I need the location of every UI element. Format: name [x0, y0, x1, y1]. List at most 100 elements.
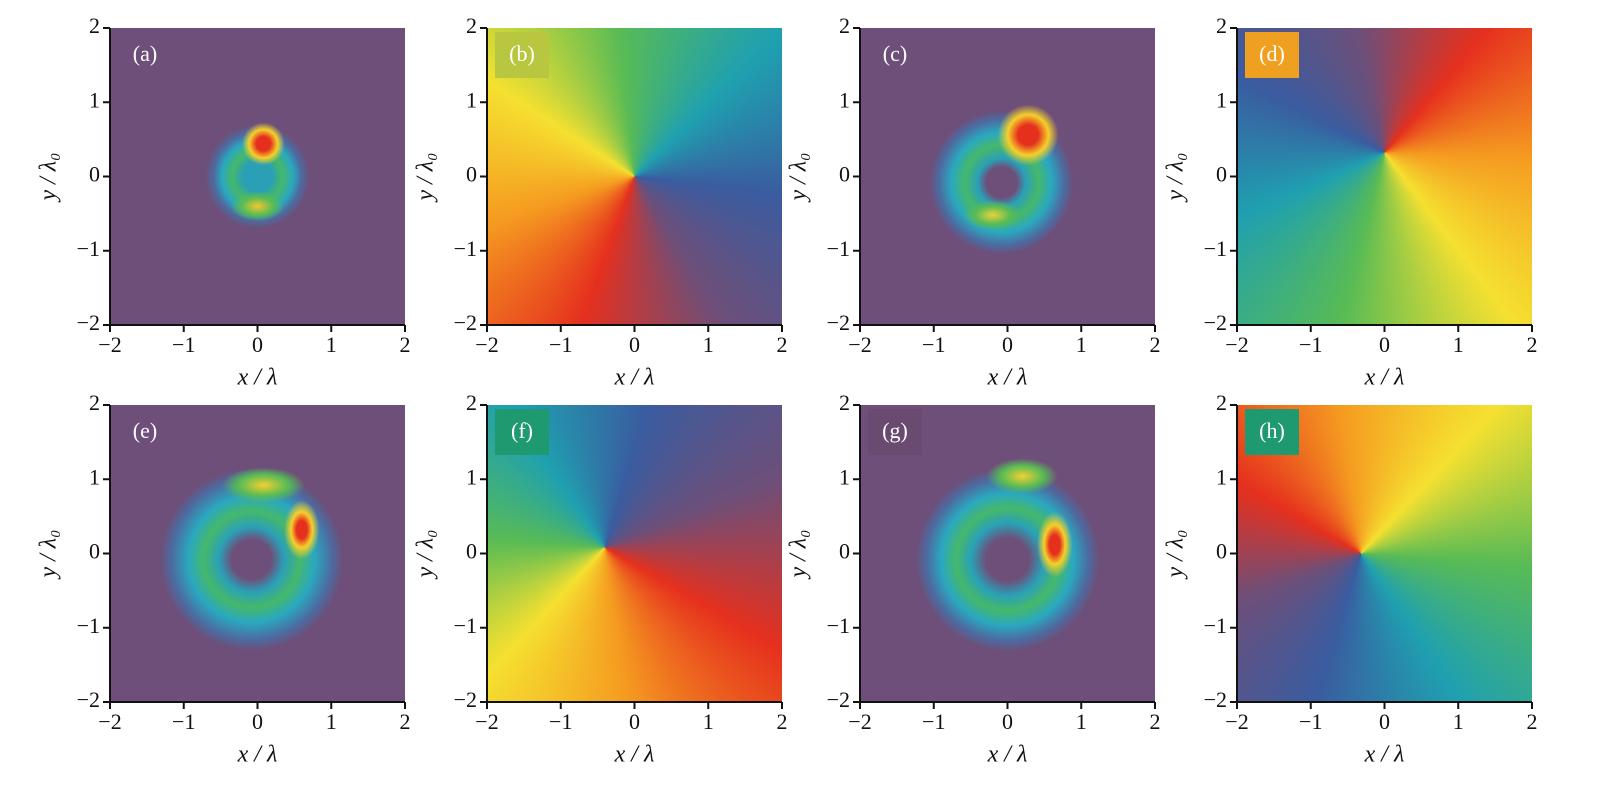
panel-label-box [1245, 409, 1299, 455]
panel-label: (a) [133, 41, 157, 66]
x-tick-label: 0 [629, 332, 640, 357]
x-tick-label: −1 [549, 709, 572, 734]
x-tick-label: 0 [629, 709, 640, 734]
y-tick-label: 0 [1216, 539, 1227, 564]
y-tick-label: −2 [77, 687, 100, 712]
y-tick-label: −1 [77, 236, 100, 261]
x-tick-label: 2 [777, 332, 788, 357]
x-tick-label: 0 [1002, 709, 1013, 734]
x-tick-label: 1 [1453, 332, 1464, 357]
panel-label: (f) [511, 418, 533, 443]
y-tick-label: 2 [89, 13, 100, 38]
x-tick-label: 0 [1002, 332, 1013, 357]
y-tick-label: 1 [89, 87, 100, 112]
y-tick-label: 2 [466, 390, 477, 415]
heatmap-image [110, 28, 405, 325]
x-tick-label: 0 [1379, 332, 1390, 357]
y-tick-label: −1 [454, 613, 477, 638]
y-tick-label: 0 [1216, 162, 1227, 187]
x-axis-label: x / λ [614, 742, 655, 768]
x-tick-label: −2 [98, 709, 121, 734]
y-tick-label: 0 [89, 539, 100, 564]
x-tick-label: −1 [922, 709, 945, 734]
y-tick-label: −2 [827, 687, 850, 712]
y-axis-label: y / λ₀ [1163, 529, 1189, 579]
y-tick-label: −2 [77, 310, 100, 335]
x-axis-label: x / λ [1364, 742, 1405, 768]
y-tick-label: 1 [839, 87, 850, 112]
y-tick-label: −1 [827, 613, 850, 638]
x-tick-label: 0 [1379, 709, 1390, 734]
y-tick-label: 0 [839, 162, 850, 187]
y-tick-label: −1 [454, 236, 477, 261]
y-tick-label: 0 [839, 539, 850, 564]
x-tick-label: 2 [777, 709, 788, 734]
heatmap-image [860, 28, 1155, 325]
y-tick-label: −1 [77, 613, 100, 638]
y-tick-label: −2 [827, 310, 850, 335]
x-tick-label: −1 [1299, 709, 1322, 734]
x-tick-label: 2 [1150, 332, 1161, 357]
x-axis-label: x / λ [987, 365, 1028, 391]
y-tick-label: −2 [1204, 310, 1227, 335]
y-tick-label: 2 [466, 13, 477, 38]
panel-label-box [495, 32, 549, 78]
y-axis-label: y / λ₀ [786, 152, 812, 202]
x-tick-label: −1 [549, 332, 572, 357]
x-tick-label: −1 [172, 709, 195, 734]
panel-label-box [868, 409, 922, 455]
y-tick-label: 2 [839, 390, 850, 415]
x-axis-label: x / λ [1364, 365, 1405, 391]
y-axis-label: y / λ₀ [1163, 152, 1189, 202]
y-tick-label: 1 [466, 87, 477, 112]
x-tick-label: −1 [1299, 332, 1322, 357]
y-axis-label: y / λ₀ [36, 529, 62, 579]
y-tick-label: 0 [466, 539, 477, 564]
panel-label: (c) [883, 41, 907, 66]
x-tick-label: −1 [922, 332, 945, 357]
panel-label: (h) [1259, 418, 1285, 443]
y-tick-label: 2 [1216, 13, 1227, 38]
panel-label: (g) [882, 418, 908, 443]
y-tick-label: −1 [1204, 613, 1227, 638]
y-tick-label: 2 [89, 390, 100, 415]
x-tick-label: 0 [252, 709, 263, 734]
y-tick-label: 1 [1216, 464, 1227, 489]
y-tick-label: −2 [454, 310, 477, 335]
panel-label: (b) [509, 41, 535, 66]
x-tick-label: 1 [703, 709, 714, 734]
panel-label: (d) [1259, 41, 1285, 66]
y-axis-label: y / λ₀ [36, 152, 62, 202]
x-tick-label: 2 [400, 709, 411, 734]
x-tick-label: 1 [1076, 332, 1087, 357]
x-tick-label: −1 [172, 332, 195, 357]
y-tick-label: −2 [454, 687, 477, 712]
y-tick-label: −1 [827, 236, 850, 261]
panel-label: (e) [133, 418, 157, 443]
x-tick-label: −2 [475, 709, 498, 734]
y-tick-label: 1 [89, 464, 100, 489]
x-tick-label: −2 [98, 332, 121, 357]
x-tick-label: −2 [848, 332, 871, 357]
x-tick-label: 2 [1527, 332, 1538, 357]
x-tick-label: 2 [400, 332, 411, 357]
y-tick-label: 1 [1216, 87, 1227, 112]
x-tick-label: 1 [326, 709, 337, 734]
x-tick-label: −2 [1225, 332, 1248, 357]
heatmap-image [110, 405, 405, 702]
x-axis-label: x / λ [237, 742, 278, 768]
x-tick-label: −2 [1225, 709, 1248, 734]
y-axis-label: y / λ₀ [413, 152, 439, 202]
x-axis-label: x / λ [237, 365, 278, 391]
x-tick-label: 2 [1527, 709, 1538, 734]
y-axis-label: y / λ₀ [413, 529, 439, 579]
y-tick-label: 2 [839, 13, 850, 38]
x-tick-label: −2 [848, 709, 871, 734]
x-tick-label: 1 [1076, 709, 1087, 734]
x-tick-label: 1 [326, 332, 337, 357]
y-tick-label: 0 [466, 162, 477, 187]
y-tick-label: −1 [1204, 236, 1227, 261]
panel-label-box [495, 409, 549, 455]
